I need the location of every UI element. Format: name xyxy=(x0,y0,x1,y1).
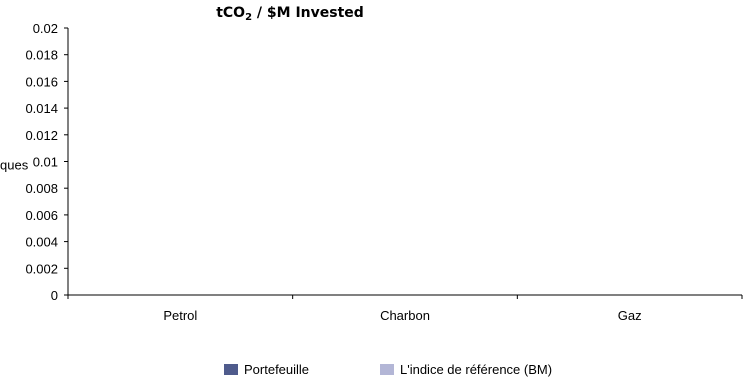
y-tick-label: 0.004 xyxy=(25,235,58,250)
x-tick-label: Gaz xyxy=(618,308,642,323)
y-tick-label: 0.008 xyxy=(25,181,58,196)
y-tick-label: 0 xyxy=(51,288,58,303)
x-tick-label: Charbon xyxy=(380,308,430,323)
y-tick-label: 0.002 xyxy=(25,261,58,276)
y-tick-label: 0.01 xyxy=(33,155,58,170)
y-tick-label: 0.016 xyxy=(25,74,58,89)
chart-title-subscript: 2 xyxy=(245,12,253,23)
legend-label-portefeuille: Portefeuille xyxy=(244,362,310,377)
chart-title-main: tCO xyxy=(216,5,246,21)
legend: Portefeuille L'indice de référence (BM) xyxy=(0,362,753,380)
y-tick-label: 0.012 xyxy=(25,128,58,143)
legend-swatch-benchmark xyxy=(380,364,394,375)
legend-swatch-portefeuille xyxy=(224,364,238,375)
y-axis-label: ques xyxy=(0,158,29,173)
y-tick-label: 0.014 xyxy=(25,101,58,116)
x-tick-label: Petrol xyxy=(163,308,197,323)
y-tick-label: 0.018 xyxy=(25,48,58,63)
legend-label-benchmark: L'indice de référence (BM) xyxy=(400,362,553,377)
legend-item-portefeuille: Portefeuille xyxy=(224,362,309,377)
y-tick-label: 0.02 xyxy=(33,21,58,36)
chart-title: tCO2 / $M Invested xyxy=(150,5,430,23)
legend-item-benchmark: L'indice de référence (BM) xyxy=(380,362,552,377)
y-tick-label: 0.006 xyxy=(25,208,58,223)
bar-chart: 0.02 0.018 0.016 0.014 0.012 0.01 0.008 0.006 0.… xyxy=(0,21,743,323)
chart-title-rest: / $M Invested xyxy=(252,5,364,21)
